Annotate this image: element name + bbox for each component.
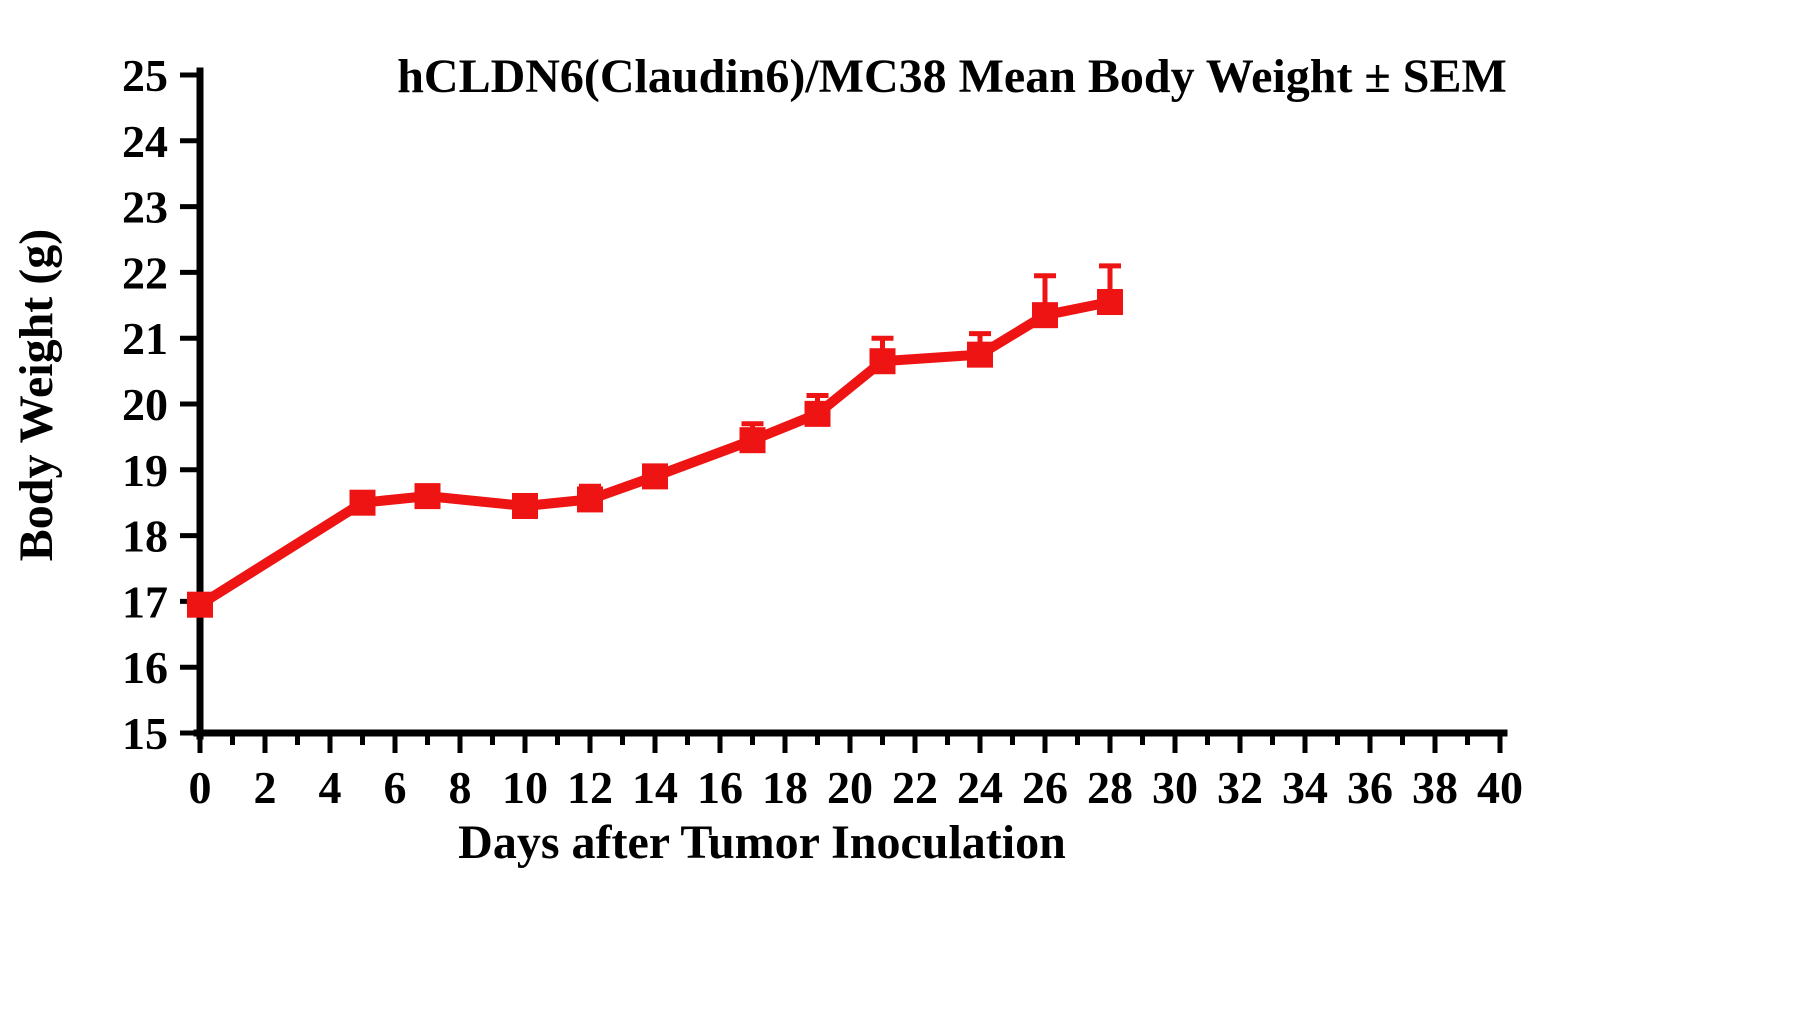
data-point-marker	[869, 348, 896, 375]
data-point-marker	[642, 463, 668, 490]
x-tick-label: 12	[567, 762, 613, 813]
x-tick-label: 32	[1217, 762, 1263, 813]
y-tick-label: 24	[122, 116, 168, 167]
y-tick-label: 17	[122, 576, 168, 627]
x-tick-label: 16	[697, 762, 743, 813]
x-tick-label: 18	[762, 762, 808, 813]
x-tick-label: 0	[189, 762, 212, 813]
data-point-marker	[349, 489, 376, 516]
y-tick-label: 16	[122, 642, 168, 693]
y-tick-label: 23	[122, 182, 168, 233]
x-tick-label: 36	[1347, 762, 1393, 813]
data-point-marker	[804, 400, 831, 427]
x-tick-label: 28	[1087, 762, 1133, 813]
data-point-marker	[414, 483, 441, 510]
x-tick-label: 6	[384, 762, 407, 813]
x-tick-label: 26	[1022, 762, 1068, 813]
x-tick-label: 24	[957, 762, 1003, 813]
y-tick-label: 20	[122, 379, 168, 430]
x-tick-label: 34	[1282, 762, 1328, 813]
x-tick-label: 8	[449, 762, 472, 813]
y-tick-label: 22	[122, 247, 168, 298]
x-tick-label: 4	[319, 762, 342, 813]
data-point-marker	[1032, 302, 1058, 329]
x-axis-label: Days after Tumor Inoculation	[458, 816, 1066, 869]
x-tick-label: 22	[892, 762, 938, 813]
x-tick-label: 20	[827, 762, 873, 813]
y-tick-label: 25	[122, 50, 168, 101]
x-tick-label: 30	[1152, 762, 1198, 813]
data-point-marker	[577, 486, 603, 513]
x-tick-label: 38	[1412, 762, 1458, 813]
x-tick-label: 40	[1477, 762, 1523, 813]
y-tick-label: 15	[122, 708, 168, 759]
y-axis-label: Body Weight (g)	[10, 229, 63, 561]
data-point-marker	[187, 591, 213, 618]
x-tick-label: 2	[254, 762, 277, 813]
data-point-marker	[1097, 289, 1123, 316]
x-tick-label: 10	[502, 762, 548, 813]
data-point-marker	[967, 341, 993, 368]
y-tick-label: 21	[122, 313, 168, 364]
y-tick-label: 18	[122, 511, 168, 562]
chart-title: hCLDN6(Claudin6)/MC38 Mean Body Weight ±…	[397, 50, 1507, 103]
y-tick-label: 19	[122, 445, 168, 496]
data-point-marker	[512, 492, 538, 519]
x-tick-label: 14	[632, 762, 678, 813]
data-point-marker	[739, 427, 766, 454]
